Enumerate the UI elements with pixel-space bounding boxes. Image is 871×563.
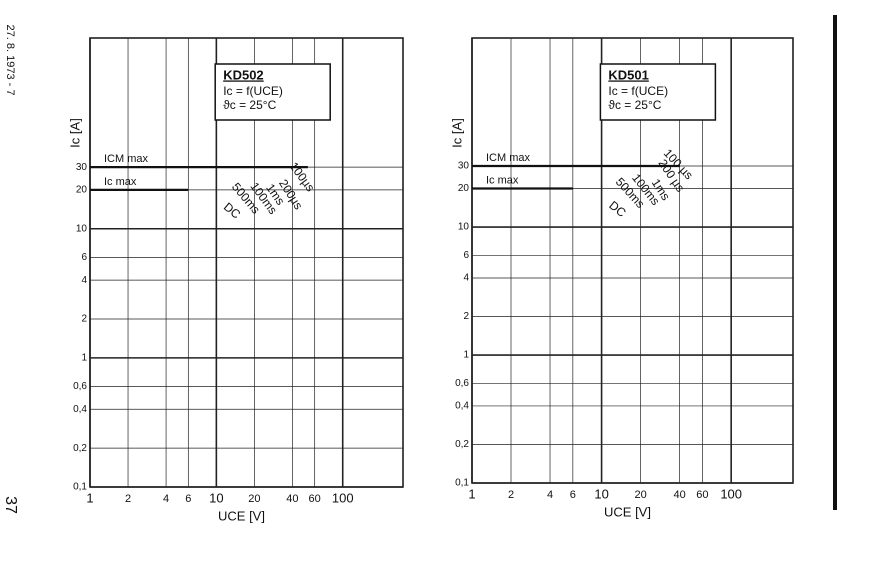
chart-title: KD502 <box>223 67 263 82</box>
x-axis-label: UCE [V] <box>218 508 265 523</box>
x-tick-label: 4 <box>163 493 169 505</box>
x-axis-label: UCE [V] <box>604 504 651 519</box>
y-axis-label: Ic [A] <box>449 118 464 148</box>
chart-title: KD501 <box>608 67 648 82</box>
x-tick-label: 1 <box>86 490 93 505</box>
x-tick-label: 2 <box>125 493 131 505</box>
y-tick-label: 0,6 <box>73 381 87 392</box>
y-tick-label: 2 <box>81 314 87 325</box>
info-box <box>599 63 717 121</box>
x-tick-label: 10 <box>594 486 608 501</box>
page-number: 37 <box>2 496 19 514</box>
y-tick-label: 0,1 <box>455 478 469 489</box>
y-tick-label: 0,4 <box>455 401 469 412</box>
x-tick-label: 100 <box>332 490 354 505</box>
y-tick-label: 6 <box>81 252 87 263</box>
y-tick-label: 0,2 <box>73 443 87 454</box>
y-tick-label: 0,1 <box>73 482 87 493</box>
x-tick-label: 20 <box>248 493 260 505</box>
y-tick-label: 0,6 <box>455 378 469 389</box>
y-tick-label: 20 <box>76 185 88 196</box>
limit-label: Ic max <box>486 174 519 186</box>
y-tick-label: 0,2 <box>455 439 469 450</box>
x-tick-label: 6 <box>185 493 191 505</box>
y-tick-label: 30 <box>76 162 88 173</box>
y-tick-label: 10 <box>76 223 88 234</box>
x-tick-label: 40 <box>673 489 685 501</box>
y-tick-label: 1 <box>81 353 87 364</box>
x-tick-label: 6 <box>570 489 576 501</box>
y-tick-label: 2 <box>463 311 469 322</box>
chart-subtitle: Ic = f(UCE) <box>223 84 283 98</box>
y-tick-label: 10 <box>458 222 470 233</box>
x-tick-label: 60 <box>696 489 708 501</box>
y-tick-label: 6 <box>463 250 469 261</box>
x-tick-label: 60 <box>309 493 321 505</box>
x-tick-label: 2 <box>508 489 514 501</box>
x-tick-label: 1 <box>468 486 475 501</box>
page-rule <box>833 15 837 510</box>
x-tick-label: 4 <box>547 489 553 501</box>
info-box <box>214 63 331 121</box>
y-tick-label: 4 <box>463 273 469 284</box>
limit-label: Ic max <box>104 176 137 188</box>
x-tick-label: 40 <box>286 493 298 505</box>
y-tick-label: 4 <box>81 275 87 286</box>
page-date: 27. 8. 1973 - 7 <box>4 25 16 96</box>
chart-subtitle: ϑc = 25°C <box>608 98 661 112</box>
x-tick-label: 20 <box>634 489 646 501</box>
y-tick-label: 20 <box>458 183 470 194</box>
y-axis-label: Ic [A] <box>67 118 82 148</box>
y-tick-label: 1 <box>463 350 469 361</box>
y-tick-label: 0,4 <box>73 404 87 415</box>
chart-subtitle: Ic = f(UCE) <box>608 84 668 98</box>
x-tick-label: 100 <box>720 486 742 501</box>
chart-subtitle: ϑc = 25°C <box>223 98 276 112</box>
y-tick-label: 30 <box>458 161 470 172</box>
x-tick-label: 10 <box>209 490 223 505</box>
limit-label: ICM max <box>104 153 149 165</box>
limit-label: ICM max <box>486 152 531 164</box>
